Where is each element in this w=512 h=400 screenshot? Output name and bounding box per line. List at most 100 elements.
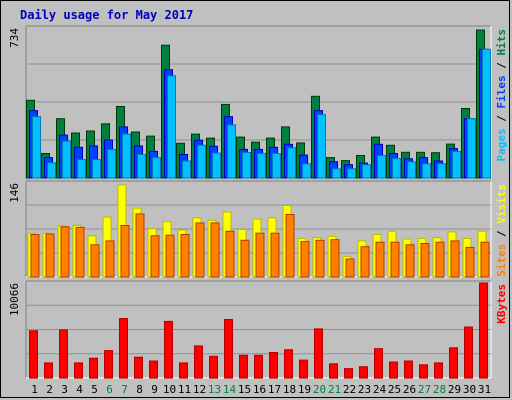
bar-sites-day-19	[300, 241, 310, 278]
x-tick-label: 4	[76, 383, 83, 396]
bar-kbytes-day-11	[179, 362, 188, 379]
x-tick-label: 22	[343, 383, 356, 396]
bar-pages-day-11	[182, 160, 191, 179]
bar-sites-day-9	[150, 235, 160, 278]
x-tick-label: 14	[223, 383, 237, 396]
legend-entry: Pages	[495, 128, 508, 161]
bar-kbytes-day-25	[389, 361, 398, 379]
bar-sites-day-27	[420, 243, 430, 278]
legend-entry: Hits	[495, 29, 508, 56]
bar-pages-day-9	[152, 157, 161, 179]
bar-sites-day-4	[75, 226, 85, 278]
x-tick-label: 2	[46, 383, 53, 396]
x-tick-label: 24	[373, 383, 387, 396]
bar-pages-day-27	[422, 163, 431, 179]
bar-pages-day-25	[392, 158, 401, 179]
bar-sites-day-3	[60, 226, 70, 278]
bar-pages-day-13	[212, 152, 221, 179]
panel-visits-sites: 146 Sites / Visits	[8, 180, 508, 278]
x-tick-label: 28	[433, 383, 446, 396]
bar-pages-day-2	[47, 162, 56, 179]
bar-kbytes-day-18	[284, 349, 293, 379]
bar-sites-day-6	[105, 240, 115, 278]
bar-kbytes-day-8	[134, 356, 143, 379]
bar-pages-day-23	[362, 164, 371, 179]
bar-pages-day-16	[257, 153, 266, 179]
bar-sites-day-13	[210, 222, 220, 278]
x-tick-label: 12	[193, 383, 206, 396]
bar-kbytes-day-5	[89, 357, 98, 379]
x-tick-label: 8	[136, 383, 143, 396]
bar-kbytes-day-22	[344, 368, 353, 379]
bar-pages-day-31	[482, 48, 491, 179]
x-tick-label: 6	[106, 383, 113, 396]
x-tick-label: 26	[403, 383, 416, 396]
x-tick-label: 15	[238, 383, 251, 396]
x-tick-label: 11	[178, 383, 191, 396]
legend-entry: Visits	[495, 184, 508, 224]
bar-kbytes-day-30	[464, 326, 473, 379]
bar-kbytes-day-28	[434, 362, 443, 379]
x-tick-label: 19	[298, 383, 311, 396]
bar-kbytes-day-31	[479, 282, 488, 379]
bar-pages-day-7	[122, 133, 131, 179]
bar-pages-day-19	[302, 163, 311, 179]
bar-kbytes-day-21	[329, 363, 338, 379]
series-legend: Pages / Files / Hits	[495, 29, 508, 162]
series-kbytes	[29, 282, 488, 379]
legend-entry: /	[495, 56, 508, 76]
bar-kbytes-day-10	[164, 320, 173, 379]
bar-kbytes-day-19	[299, 359, 308, 379]
bar-pages-day-26	[407, 161, 416, 179]
bar-pages-day-29	[452, 150, 461, 179]
x-tick-label: 18	[283, 383, 296, 396]
bar-kbytes-day-24	[374, 348, 383, 379]
legend-entry: KBytes	[495, 284, 508, 324]
chart-title: Daily usage for May 2017	[20, 8, 193, 22]
bar-pages-day-17	[272, 153, 281, 179]
bar-sites-day-5	[90, 244, 100, 278]
bar-sites-day-17	[270, 232, 280, 278]
bar-kbytes-day-4	[74, 362, 83, 379]
bar-pages-day-1	[32, 116, 41, 179]
bar-sites-day-21	[330, 239, 340, 278]
bar-pages-day-28	[437, 163, 446, 179]
bar-pages-day-8	[137, 154, 146, 179]
bar-sites-day-23	[360, 246, 370, 278]
bar-sites-day-31	[480, 241, 490, 278]
bar-pages-day-21	[332, 168, 341, 179]
bar-kbytes-day-9	[149, 360, 158, 379]
x-tick-label: 27	[418, 383, 431, 396]
bar-sites-day-30	[465, 246, 475, 278]
bar-sites-day-10	[165, 234, 175, 278]
bar-pages-day-4	[77, 159, 86, 179]
x-tick-label: 17	[268, 383, 281, 396]
y-max-label: 146	[8, 183, 21, 203]
bar-sites-day-25	[390, 241, 400, 278]
bar-kbytes-day-7	[119, 318, 128, 379]
bar-sites-day-1	[30, 234, 40, 278]
series-legend: Sites / Visits	[495, 184, 508, 277]
bar-sites-day-18	[285, 214, 295, 278]
bar-pages-day-6	[107, 148, 116, 179]
bar-sites-day-22	[345, 258, 355, 278]
bar-sites-day-14	[225, 230, 235, 278]
series-sites	[30, 213, 490, 278]
bar-kbytes-day-1	[29, 330, 38, 379]
bar-kbytes-day-16	[254, 354, 263, 379]
bar-kbytes-day-3	[59, 329, 68, 379]
bar-pages-day-30	[467, 118, 476, 179]
x-axis: 1 2 3 4 5 6 7 8 9 10 11 12 13 14 15 16 17 18 19 20 21 22 23 24 2…	[31, 383, 491, 396]
x-tick-label: 1	[31, 383, 38, 396]
bar-sites-day-12	[195, 222, 205, 278]
bar-sites-day-8	[135, 213, 145, 278]
x-tick-label: 10	[163, 383, 176, 396]
x-tick-label: 3	[61, 383, 68, 396]
bar-kbytes-day-14	[224, 319, 233, 379]
bar-kbytes-day-29	[449, 347, 458, 379]
legend-entry: /	[495, 109, 508, 129]
bar-sites-day-15	[240, 239, 250, 278]
bar-sites-day-11	[180, 234, 190, 278]
